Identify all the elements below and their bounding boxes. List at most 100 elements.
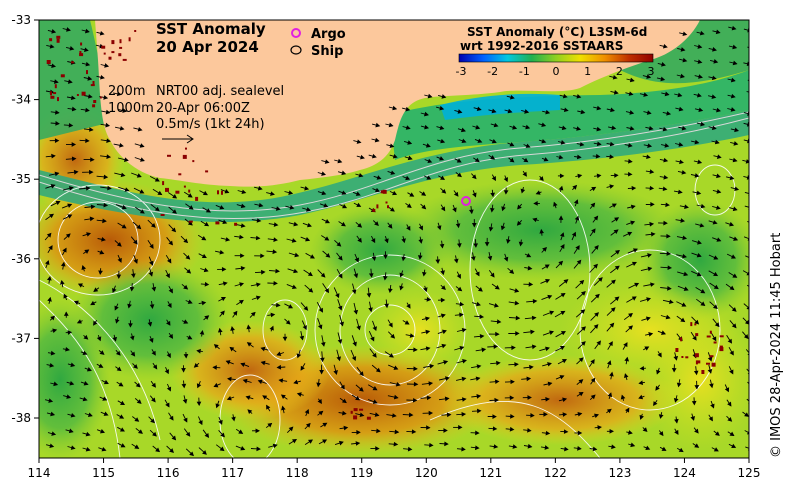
current-vector-head (307, 271, 313, 277)
current-vector (743, 28, 749, 31)
current-vector-head (630, 220, 636, 226)
argo-legend-label: Argo (311, 27, 346, 42)
current-vector-head (186, 268, 192, 274)
current-vector-head (440, 313, 446, 319)
current-vector-head (751, 287, 754, 290)
current-vector-head (712, 304, 718, 310)
current-vector-head (302, 325, 307, 331)
current-vector-head (667, 265, 673, 271)
plot-area (39, 20, 755, 458)
current-vector-head (353, 309, 359, 315)
current-vector-head (151, 350, 156, 356)
current-vector-head (98, 270, 103, 275)
current-vector-head (443, 428, 448, 433)
anomaly-speck (709, 330, 712, 334)
current-vector-head (560, 140, 566, 145)
current-vector-head (340, 384, 345, 390)
x-tick-label: 125 (738, 466, 761, 480)
anomaly-speck (81, 91, 86, 96)
current-vector-head (374, 412, 380, 417)
current-vector-head (444, 396, 450, 402)
current-vector-head (577, 173, 583, 179)
current-vector-head (242, 378, 248, 384)
anomaly-speck (50, 95, 55, 99)
current-vector-head (676, 382, 682, 388)
current-vector-head (506, 239, 511, 244)
current-vector-head (121, 224, 127, 229)
current-vector (745, 255, 749, 259)
current-vector-head (388, 288, 393, 294)
current-vector-head (752, 80, 755, 83)
current-vector-head (422, 271, 427, 277)
current-vector-head (547, 362, 552, 367)
current-vector-head (166, 320, 171, 326)
current-vector-head (104, 63, 110, 68)
current-vector-head (545, 278, 550, 284)
current-vector-head (102, 396, 108, 401)
anomaly-speck (49, 38, 53, 42)
current-vector-head (657, 352, 662, 358)
current-vector-head (392, 105, 398, 111)
current-vector-head (71, 106, 77, 112)
current-vector-head (294, 252, 300, 258)
current-vector-head (694, 443, 700, 448)
current-vector-head (474, 445, 480, 451)
current-vector-head (149, 337, 154, 343)
current-vector-head (549, 310, 555, 316)
current-vector-head (429, 442, 434, 448)
current-vector-head (576, 126, 582, 131)
current-vector-head (232, 310, 238, 316)
current-vector-head (201, 236, 207, 241)
current-vector-head (107, 185, 112, 191)
current-vector-head (70, 445, 76, 450)
current-vector-head (629, 110, 635, 115)
current-vector-head (48, 398, 54, 403)
current-vector-head (441, 343, 447, 349)
current-vector-head (423, 287, 428, 293)
credit-text: © IMOS 28-Apr-2024 11:45 Hobart (769, 233, 784, 458)
current-vector-head (333, 370, 338, 376)
current-vector-head (544, 445, 550, 450)
anomaly-speck (690, 322, 693, 327)
current-vector-head (100, 428, 105, 434)
current-vector-head (698, 107, 704, 113)
current-vector-head (291, 284, 297, 290)
current-vector-head (87, 76, 93, 81)
current-vector-head (116, 274, 122, 279)
current-vector-head (664, 143, 670, 148)
current-vector-head (714, 431, 720, 436)
current-vector-head (712, 220, 718, 225)
anomaly-speck (122, 58, 127, 61)
current-vector-head (673, 397, 679, 403)
current-vector-head (227, 376, 232, 382)
current-vector-head (662, 126, 668, 132)
current-vector-head (614, 173, 619, 178)
current-vector-head (427, 93, 433, 99)
current-vector-head (729, 221, 735, 227)
current-vector-head (638, 394, 644, 400)
current-vector-head (306, 207, 312, 212)
anomaly-specks (46, 30, 724, 420)
current-vector-head (316, 382, 321, 388)
current-vector-head (267, 422, 273, 428)
current-vector-head (404, 320, 410, 325)
anomaly-speck (101, 45, 106, 49)
current-vector-head (578, 379, 584, 384)
current-vector-head (222, 219, 228, 225)
current-vector-head (399, 285, 404, 291)
current-vector-head (646, 297, 652, 302)
current-vector-head (51, 431, 57, 436)
current-vector-head (116, 242, 122, 247)
current-vector-head (577, 445, 582, 451)
current-vector-head (204, 281, 210, 287)
current-vector-head (308, 287, 314, 293)
current-vector-head (649, 185, 655, 191)
current-vector-head (575, 245, 580, 251)
current-vector-head (96, 336, 102, 342)
anomaly-speck (92, 81, 95, 85)
anomaly-speck (54, 84, 57, 89)
current-vector-head (185, 431, 191, 437)
current-vector-head (716, 237, 722, 242)
current-vector-head (275, 206, 281, 211)
current-vector-head (338, 255, 343, 261)
